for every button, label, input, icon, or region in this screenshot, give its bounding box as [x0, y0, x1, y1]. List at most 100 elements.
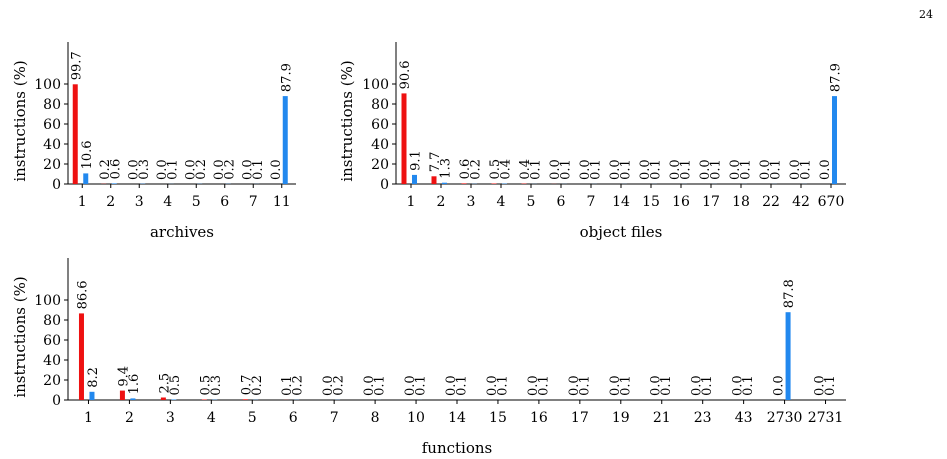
x-tick-label: 16	[672, 194, 690, 210]
data-label-red: 0.0	[240, 159, 255, 180]
data-label-blue: 10.6	[80, 140, 95, 169]
data-label-blue: 0.1	[414, 375, 429, 396]
data-label-red: 0.0	[728, 159, 743, 180]
data-label-red: 0.5	[198, 375, 213, 396]
data-label-red: 0.0	[321, 375, 336, 396]
data-label-blue: 0.1	[373, 375, 388, 396]
bar-blue	[832, 96, 837, 184]
data-label-red: 0.0	[668, 159, 683, 180]
bar-blue	[83, 173, 89, 184]
data-label-blue: 0.5	[168, 375, 183, 396]
bar-red	[242, 399, 248, 400]
x-tick-label: 6	[557, 194, 566, 210]
data-label-blue: 0.3	[137, 159, 152, 180]
data-label-blue: 0.1	[739, 159, 754, 180]
y-tick-label: 40	[43, 353, 61, 369]
x-tick-label: 42	[792, 194, 810, 210]
y-tick-label: 0	[52, 177, 61, 193]
data-label-red: 0.0	[698, 159, 713, 180]
x-tick-label: 21	[653, 410, 671, 426]
data-label-red: 0.0	[649, 375, 664, 396]
data-label-blue: 0.1	[251, 159, 266, 180]
data-label-blue: 87.9	[829, 63, 844, 92]
data-label-red: 0.0	[567, 375, 582, 396]
data-label-blue: 0.1	[165, 159, 180, 180]
bar-red	[78, 313, 84, 400]
x-axis-label: object files	[580, 223, 663, 241]
x-tick-label: 1	[78, 194, 87, 210]
data-label-red: 0.0	[813, 375, 828, 396]
data-label-blue: 87.8	[782, 279, 797, 308]
bar-red	[160, 397, 166, 400]
y-tick-label: 60	[43, 117, 61, 133]
x-tick-label: 2730	[767, 410, 803, 426]
y-axis-label: instructions (%)	[11, 60, 29, 181]
data-label-blue: 0.1	[649, 159, 664, 180]
data-label-blue: 1.3	[439, 158, 454, 179]
bar-blue	[442, 182, 447, 184]
bar-blue	[130, 398, 136, 400]
data-label-red: 0.4	[518, 159, 533, 180]
data-label-blue: 0.6	[108, 159, 123, 180]
bar-blue	[412, 174, 417, 184]
x-tick-label: 2731	[808, 410, 844, 426]
x-tick-label: 43	[735, 410, 753, 426]
x-tick-label: 4	[163, 194, 172, 210]
x-tick-label: 4	[497, 194, 506, 210]
data-label-blue: 0.1	[679, 159, 694, 180]
x-tick-label: 3	[467, 194, 476, 210]
data-label-blue: 9.1	[409, 150, 424, 171]
data-label-red: 0.0	[212, 159, 227, 180]
data-label-blue: 0.1	[577, 375, 592, 396]
data-label-blue: 0.1	[559, 159, 574, 180]
y-tick-label: 20	[43, 157, 61, 173]
x-tick-label: 4	[207, 410, 216, 426]
x-tick-label: 23	[694, 410, 712, 426]
x-tick-label: 6	[220, 194, 229, 210]
y-tick-label: 80	[371, 97, 389, 113]
data-label-red: 0.2	[98, 159, 113, 180]
y-tick-label: 100	[34, 77, 61, 93]
y-tick-label: 0	[380, 177, 389, 193]
y-tick-label: 40	[43, 137, 61, 153]
x-tick-label: 14	[448, 410, 466, 426]
data-label-red: 0.1	[280, 375, 295, 396]
data-label-blue: 0.1	[799, 159, 814, 180]
x-axis-label: archives	[150, 223, 214, 241]
y-tick-label: 80	[43, 313, 61, 329]
data-label-blue: 0.1	[769, 159, 784, 180]
x-tick-label: 16	[530, 410, 548, 426]
y-tick-label: 60	[43, 333, 61, 349]
data-label-red: 0.0	[731, 375, 746, 396]
data-label-red: 0.0	[638, 159, 653, 180]
bar-red	[201, 399, 207, 400]
data-label-red: 0.0	[183, 159, 198, 180]
x-tick-label: 8	[371, 410, 380, 426]
data-label-red: 2.5	[157, 373, 172, 394]
data-label-red: 0.5	[488, 159, 503, 180]
x-tick-label: 18	[732, 194, 750, 210]
data-label-red: 86.6	[75, 280, 90, 309]
data-label-blue: 0.1	[455, 375, 470, 396]
data-label-blue: 0.1	[618, 375, 633, 396]
chart-archives: 0 20 40 60 80 100 instructions (%) archives 1 99.…	[11, 42, 296, 241]
bar-red	[461, 183, 467, 184]
bar-blue	[111, 183, 117, 184]
x-tick-label: 7	[249, 194, 258, 210]
x-tick-label: 7	[330, 410, 339, 426]
x-tick-label: 22	[762, 194, 780, 210]
data-label-red: 0.0	[818, 159, 833, 180]
x-tick-label: 5	[527, 194, 536, 210]
x-tick-label: 19	[612, 410, 630, 426]
data-label-blue: 0.1	[659, 375, 674, 396]
data-label-red: 0.0	[772, 375, 787, 396]
data-label-red: 0.0	[155, 159, 170, 180]
data-label-red: 7.7	[428, 152, 443, 173]
data-label-blue: 0.2	[194, 159, 209, 180]
x-tick-label: 3	[135, 194, 144, 210]
y-axis-label: instructions (%)	[338, 60, 356, 181]
x-tick-label: 17	[571, 410, 589, 426]
y-tick-label: 100	[362, 77, 389, 93]
